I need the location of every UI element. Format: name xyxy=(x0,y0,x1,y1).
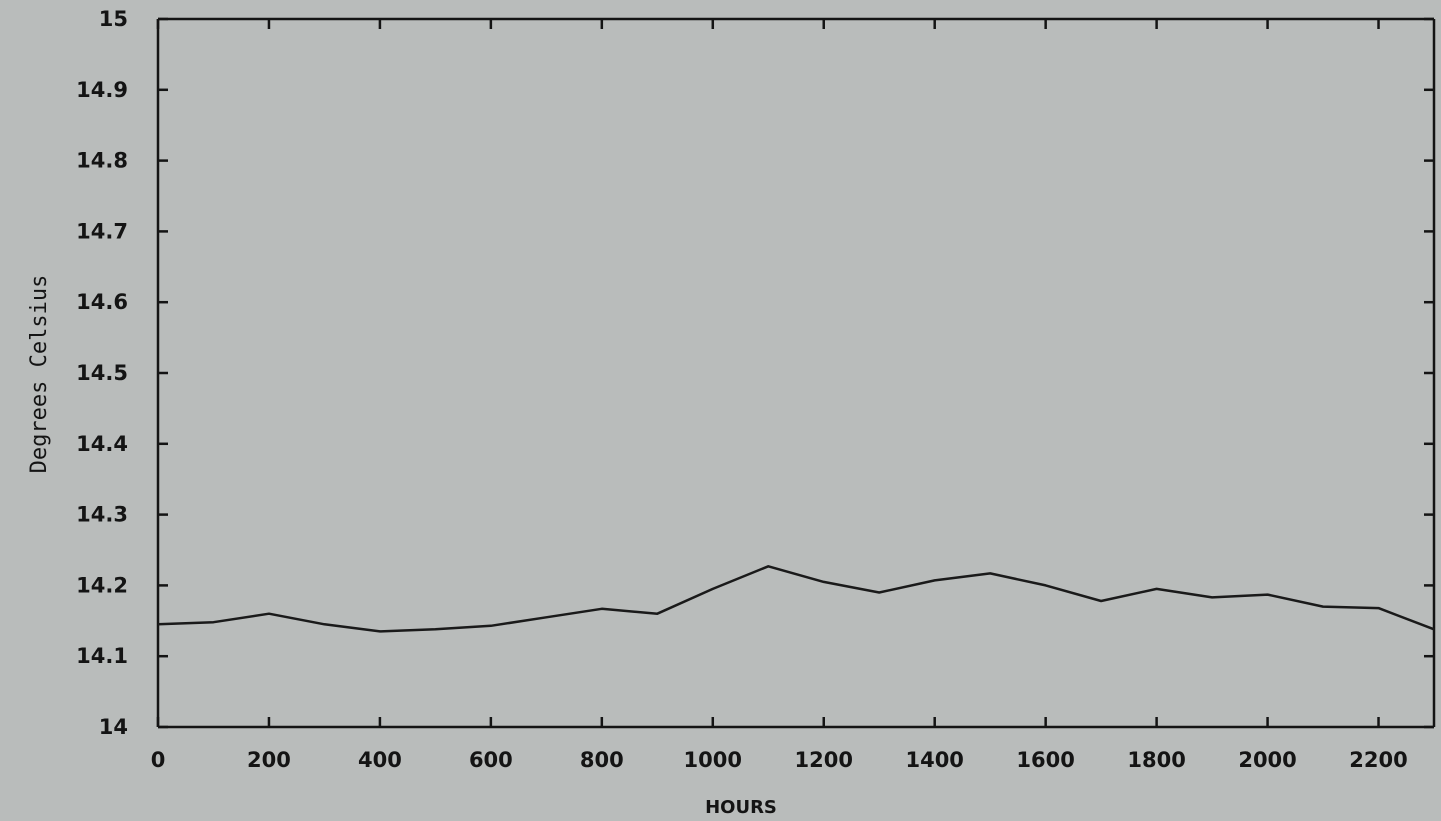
y-tick-label: 14.5 xyxy=(76,361,128,385)
x-tick-label: 600 xyxy=(469,748,513,772)
x-tick-label: 1800 xyxy=(1127,748,1185,772)
x-tick-label: 800 xyxy=(580,748,624,772)
x-tick-label: 400 xyxy=(358,748,402,772)
y-tick-label: 14 xyxy=(99,715,128,739)
x-tick-label: 1000 xyxy=(684,748,742,772)
plot-frame xyxy=(156,17,1436,729)
x-tick-label: 2200 xyxy=(1349,748,1407,772)
y-tick-label: 14.1 xyxy=(76,644,128,668)
y-axis: 14 14.1 14.2 14.3 14.4 14.5 14.6 14.7 14.8 14.9 15 xyxy=(76,7,1434,739)
series-lines xyxy=(157,565,1435,633)
temperature-series-line xyxy=(157,565,1435,633)
x-tick-label: 200 xyxy=(247,748,291,772)
x-tick-label: 1600 xyxy=(1016,748,1074,772)
y-tick-label: 15 xyxy=(99,7,128,31)
y-tick-label: 14.3 xyxy=(76,503,128,527)
y-axis-title: Degrees Celsius xyxy=(27,275,52,474)
x-tick-label: 1200 xyxy=(795,748,853,772)
x-axis: 0 200 400 600 800 1000 1200 1400 1600 1800 2000 220… xyxy=(151,19,1408,772)
x-tick-label: 1400 xyxy=(905,748,963,772)
y-tick-label: 14.6 xyxy=(76,290,128,314)
y-tick-label: 14.4 xyxy=(76,432,128,456)
x-tick-label: 2000 xyxy=(1238,748,1296,772)
y-tick-label: 14.7 xyxy=(76,219,128,243)
x-tick-label: 0 xyxy=(151,748,166,772)
y-tick-label: 14.2 xyxy=(76,573,128,597)
y-tick-label: 14.9 xyxy=(76,78,128,102)
x-axis-title: HOURS xyxy=(705,797,777,818)
y-tick-label: 14.8 xyxy=(76,149,128,173)
